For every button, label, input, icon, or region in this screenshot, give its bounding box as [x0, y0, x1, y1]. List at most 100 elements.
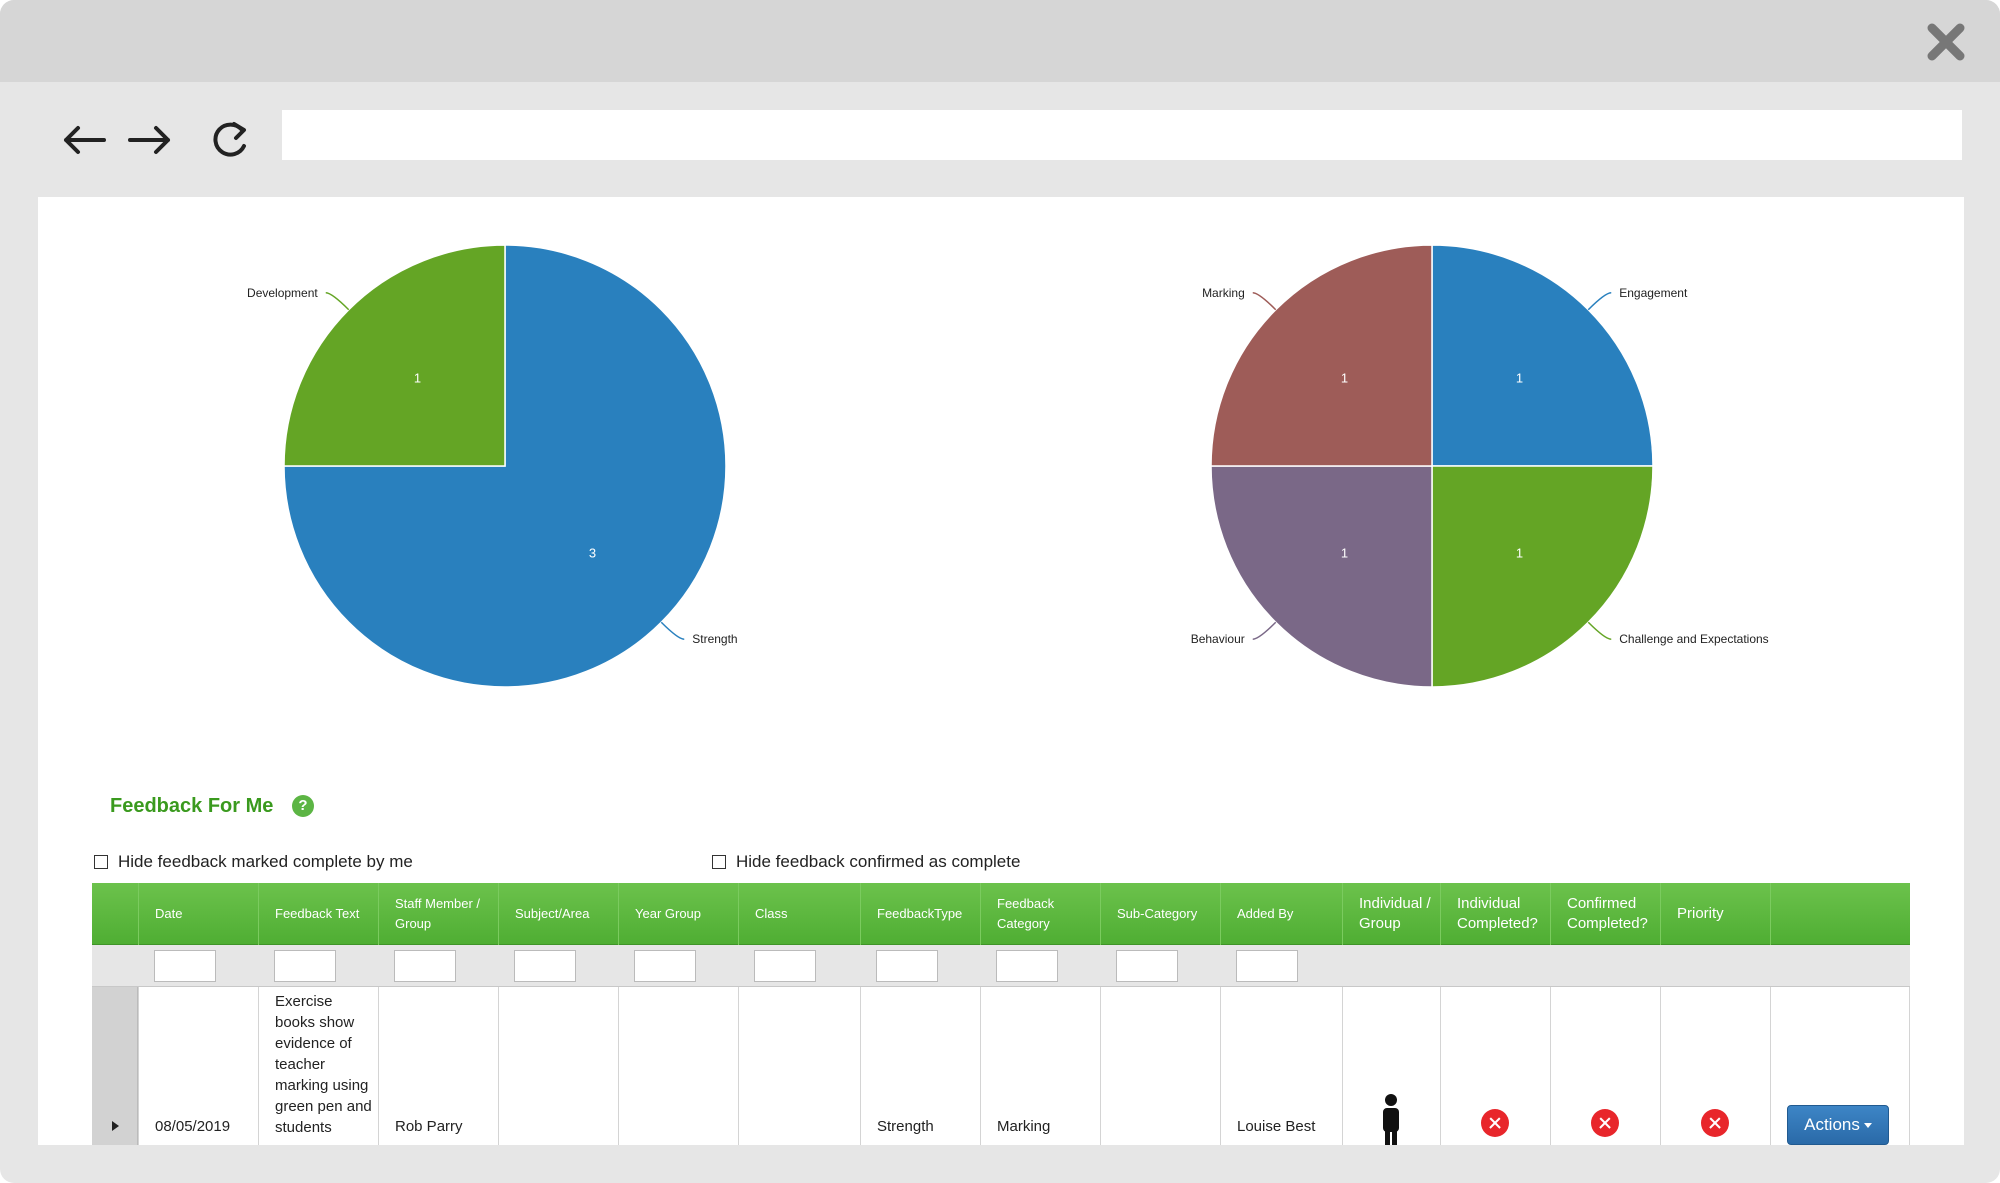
- cell-confirmed-completed: [1550, 987, 1660, 1145]
- pie-leader-development: [325, 292, 350, 311]
- forward-arrow-icon[interactable]: [126, 118, 176, 162]
- filter-class-input[interactable]: [754, 950, 816, 982]
- navigation-bar: [0, 82, 2000, 197]
- pie-label-challenge: Challenge and Expectations: [1619, 632, 1768, 646]
- help-icon[interactable]: ?: [292, 795, 314, 817]
- pie-leader-strength: [660, 621, 685, 640]
- pie-leader-behaviour: [1252, 621, 1277, 640]
- hide-mine-checkbox[interactable]: [94, 855, 108, 869]
- filter-date-input[interactable]: [154, 950, 216, 982]
- cell-feedback-text: Exercise books show evidence of teacher …: [258, 987, 378, 1145]
- pie-slice-behaviour[interactable]: [1210, 465, 1433, 688]
- pie-value-engagement: 1: [1516, 370, 1523, 385]
- page-viewport: 3 Strength 1 Development 1 Engagement 1 Challen…: [38, 197, 1964, 1145]
- pie-leader-challenge: [1587, 621, 1612, 640]
- table-row[interactable]: 08/05/2019 Exercise books show evidence …: [92, 987, 1910, 1145]
- hide-mine-filter[interactable]: Hide feedback marked complete by me: [94, 852, 413, 872]
- back-arrow-icon[interactable]: [58, 118, 108, 162]
- expand-arrow-icon[interactable]: [112, 1121, 119, 1131]
- header-feedback-category[interactable]: Feedback Category: [980, 883, 1100, 945]
- x-icon[interactable]: [1701, 1109, 1729, 1137]
- header-date[interactable]: Date: [138, 883, 258, 945]
- pie-label-engagement: Engagement: [1619, 286, 1688, 300]
- grid-header: Date Feedback Text Staff Member / Group …: [92, 883, 1910, 945]
- cell-date: 08/05/2019: [138, 987, 258, 1145]
- cell-feedback-type: Strength: [860, 987, 980, 1145]
- cell-added-by: Louise Best: [1220, 987, 1342, 1145]
- header-feedback-type[interactable]: FeedbackType: [860, 883, 980, 945]
- address-bar[interactable]: [282, 110, 1962, 160]
- feedback-grid: Date Feedback Text Staff Member / Group …: [92, 883, 1910, 1145]
- header-confirmed-completed[interactable]: Confirmed Completed?: [1550, 883, 1660, 945]
- pie-leader-engagement: [1587, 292, 1612, 311]
- filter-staff-member-input[interactable]: [394, 950, 456, 982]
- filter-added-by-input[interactable]: [1236, 950, 1298, 982]
- header-year-group[interactable]: Year Group: [618, 883, 738, 945]
- pie-slice-marking[interactable]: [1210, 244, 1433, 467]
- hide-confirmed-checkbox[interactable]: [712, 855, 726, 869]
- feedback-type-value: Strength: [877, 1118, 934, 1135]
- pie-slice-development[interactable]: [283, 244, 506, 467]
- cell-class: [738, 987, 860, 1145]
- cell-priority: [1660, 987, 1770, 1145]
- filter-year-group-input[interactable]: [634, 950, 696, 982]
- header-feedback-text[interactable]: Feedback Text: [258, 883, 378, 945]
- actions-button[interactable]: Actions: [1787, 1105, 1889, 1145]
- title-bar: [0, 0, 2000, 82]
- row-expander[interactable]: [92, 987, 138, 1145]
- header-added-by[interactable]: Added By: [1220, 883, 1342, 945]
- filter-row: [92, 945, 1910, 987]
- caret-down-icon: [1863, 1123, 1872, 1129]
- hide-confirmed-label: Hide feedback confirmed as complete: [736, 852, 1021, 871]
- pie-value-strength: 3: [589, 546, 596, 561]
- pie-label-strength: Strength: [692, 632, 737, 646]
- cell-individual-completed: [1440, 987, 1550, 1145]
- x-icon[interactable]: [1591, 1109, 1619, 1137]
- filter-feedback-text-input[interactable]: [274, 950, 336, 982]
- pie-value-challenge: 1: [1516, 546, 1523, 561]
- header-individual-completed[interactable]: Individual Completed?: [1440, 883, 1550, 945]
- pie-label-marking: Marking: [1202, 286, 1245, 300]
- header-individual-group[interactable]: Individual / Group: [1342, 883, 1440, 945]
- section-title: Feedback For Me: [110, 795, 274, 817]
- pie-label-development: Development: [247, 286, 318, 300]
- pie-leader-marking: [1252, 292, 1277, 311]
- feedback-category-value: Marking: [997, 1118, 1051, 1135]
- cell-individual-group: [1342, 987, 1440, 1145]
- header-subject[interactable]: Subject/Area: [498, 883, 618, 945]
- header-sub-category[interactable]: Sub-Category: [1100, 883, 1220, 945]
- cell-staff-member: Rob Parry: [378, 987, 498, 1145]
- pie-slice-challenge[interactable]: [1431, 465, 1654, 688]
- filter-feedback-category-input[interactable]: [996, 950, 1058, 982]
- pie-slice-strength[interactable]: [283, 244, 727, 688]
- staff-member-value: Rob Parry: [395, 1118, 463, 1135]
- pie-value-development: 1: [414, 370, 421, 385]
- header-staff-member[interactable]: Staff Member / Group: [378, 883, 498, 945]
- header-actions: [1770, 883, 1910, 945]
- header-priority[interactable]: Priority: [1660, 883, 1770, 945]
- pie-value-marking: 1: [1341, 370, 1348, 385]
- cell-subject: [498, 987, 618, 1145]
- date-value: 08/05/2019: [155, 1118, 231, 1135]
- cell-feedback-category: Marking: [980, 987, 1100, 1145]
- cell-actions: Actions: [1770, 987, 1910, 1145]
- cell-sub-category: [1100, 987, 1220, 1145]
- added-by-value: Louise Best: [1237, 1118, 1316, 1135]
- filter-subject-input[interactable]: [514, 950, 576, 982]
- refresh-icon[interactable]: [206, 118, 256, 162]
- filter-feedback-type-input[interactable]: [876, 950, 938, 982]
- close-icon[interactable]: [1924, 20, 1968, 64]
- actions-label: Actions: [1804, 1115, 1860, 1134]
- filter-sub-category-input[interactable]: [1116, 950, 1178, 982]
- hide-confirmed-filter[interactable]: Hide feedback confirmed as complete: [712, 852, 1020, 872]
- x-icon[interactable]: [1481, 1109, 1509, 1137]
- header-class[interactable]: Class: [738, 883, 860, 945]
- pie-slice-engagement[interactable]: [1431, 244, 1654, 467]
- charts-area: 3 Strength 1 Development 1 Engagement 1 Challen…: [247, 244, 1769, 688]
- cell-year-group: [618, 987, 738, 1145]
- pie-label-behaviour: Behaviour: [1191, 632, 1245, 646]
- hide-mine-label: Hide feedback marked complete by me: [118, 852, 413, 871]
- person-icon: [1383, 1094, 1399, 1145]
- feedback-text-value: Exercise books show evidence of teacher …: [275, 993, 372, 1136]
